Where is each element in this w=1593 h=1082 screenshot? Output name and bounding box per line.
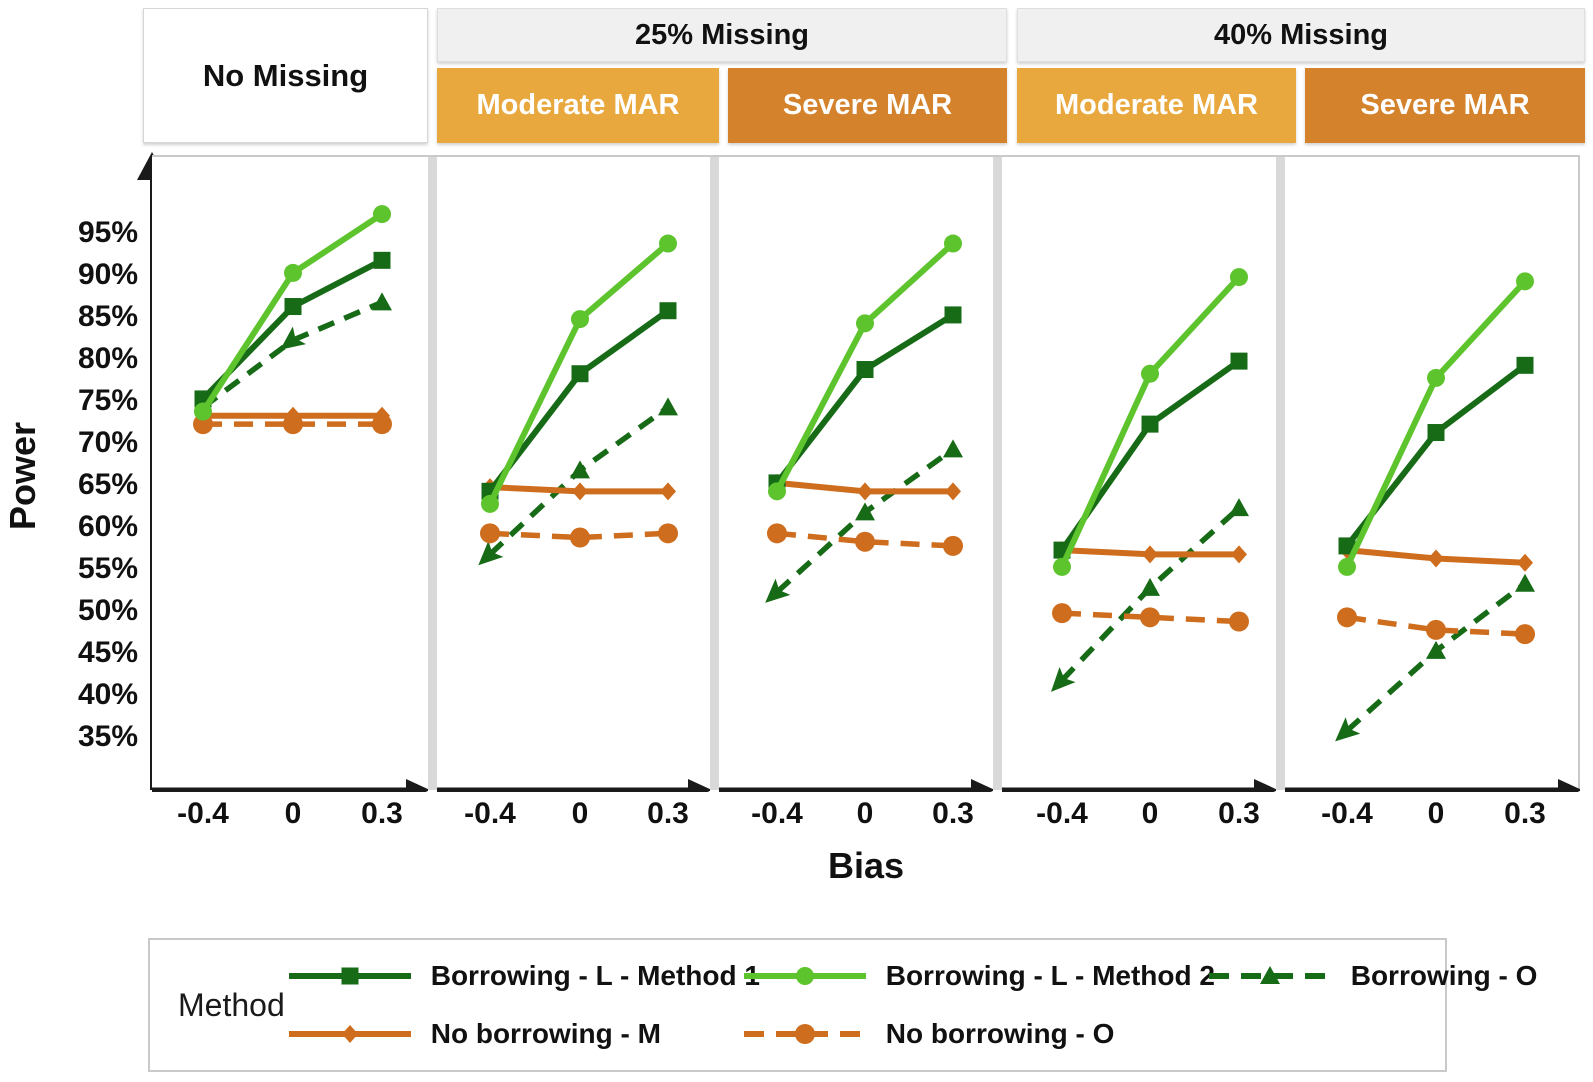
x-tick-labels: -0.4 0 0.3 [152,797,428,837]
facet-header-moderate-mar-25: Moderate MAR [437,68,719,143]
legend-item-nbm: No borrowing - M [285,1018,740,1050]
facet-header-label: 25% Missing [634,18,810,51]
x-tick-label: 0 [571,797,589,830]
y-tick-label: 45% [77,636,138,670]
panel-gutter [710,155,719,790]
legend-item-bo: Borrowing - O [1205,960,1538,992]
y-tick-label: 55% [77,552,138,586]
legend-item-m1: Borrowing - L - Method 1 [285,960,760,992]
series-line-m1 [1344,362,1527,548]
legend-swatch-circle-icon [743,967,866,985]
legend-swatch-diamond-icon [288,1025,411,1043]
y-tick-label: 90% [77,258,138,292]
facet-header-moderate-mar-40: Moderate MAR [1017,68,1296,143]
facet-header-label: No Missing [202,57,369,93]
facet-plot [1285,272,1580,792]
facet-header-severe-mar-25: Severe MAR [728,68,1007,143]
facet-panels: -0.4 0 0.3 -0.4 0 0.3 -0.4 0 0.3 -0.4 0 0.3 -0.4 0 0.3 [152,155,1580,830]
x-tick-label: 0 [1427,797,1445,830]
legend-label: No borrowing - O [885,1018,1115,1049]
legend-swatch-square-icon [288,967,411,985]
x-tick-labels: -0.4 0 0.3 [719,797,993,837]
x-tick-label: 0 [284,797,302,830]
y-tick-label: 75% [77,384,138,418]
facet-header-label: Severe MAR [782,89,953,121]
facet-header-label: 40% Missing [1213,18,1389,51]
x-tick-label: 0 [856,797,874,830]
x-tick-label: -0.4 [751,797,803,830]
y-tick-label: 80% [77,342,138,376]
y-tick-label: 50% [77,594,138,628]
facet-header-25-missing: 25% Missing [437,8,1007,62]
panel-gutter [1276,155,1285,790]
legend: Method Borrowing - L - Method 1 Borrowing… [148,938,1537,1072]
facet-plot [437,234,710,792]
facet-header-label: Moderate MAR [1054,89,1258,121]
x-tick-label: -0.4 [1036,797,1088,830]
y-tick-label: 85% [77,300,138,334]
facet-header-no-missing: No Missing [143,8,428,143]
facet-header-40-missing: 40% Missing [1017,8,1585,62]
facet-header-label: Moderate MAR [476,89,680,121]
panel-gutter [993,155,1002,790]
facet-panel-2: -0.4 0 0.3 [437,155,710,830]
x-tick-label: -0.4 [1321,797,1373,830]
legend-label: Borrowing - L - Method 2 [885,960,1215,991]
facet-panel-3: -0.4 0 0.3 [719,155,993,830]
legend-title: Method [178,986,285,1023]
y-tick-label: 70% [77,426,138,460]
y-tick-label: 65% [77,468,138,502]
legend-swatch-big-circle-icon [743,1024,866,1044]
x-tick-labels: -0.4 0 0.3 [1002,797,1276,837]
y-tick-label: 40% [77,678,138,712]
legend-items: Borrowing - L - Method 1 Borrowing - L - … [285,960,1538,1050]
facet-plot [1002,268,1276,792]
facet-plot [152,205,428,792]
facet-header-severe-mar-40: Severe MAR [1305,68,1585,143]
series-line-bo [201,299,384,410]
y-tick-label: 95% [77,216,138,250]
x-tick-labels: -0.4 0 0.3 [437,797,710,837]
legend-label: Borrowing - L - Method 1 [430,960,760,991]
legend-label: No borrowing - M [430,1018,661,1049]
series-line-m1 [1059,358,1241,552]
x-tick-label: 0.3 [647,797,689,830]
x-tick-label: 0 [1141,797,1159,830]
facet-panel-1: -0.4 0 0.3 [152,155,428,830]
x-axis-title: Bias [827,845,905,886]
x-tick-label: 0.3 [1504,797,1546,830]
facet-header-label: Severe MAR [1360,89,1530,121]
legend-swatch-triangle-icon [1208,966,1331,984]
x-tick-labels: -0.4 0 0.3 [1285,797,1578,837]
y-tick-label: 60% [77,510,138,544]
series-line-m1 [774,312,955,485]
x-tick-label: -0.4 [464,797,516,830]
legend-label: Borrowing - O [1350,960,1538,991]
facet-panel-5: -0.4 0 0.3 [1285,155,1580,830]
series-line-bo [775,447,955,595]
y-tick-label: 35% [77,720,138,754]
x-tick-label: 0.3 [932,797,974,830]
facet-plot [719,234,993,792]
legend-item-m2: Borrowing - L - Method 2 [740,960,1215,992]
legend-item-nbo: No borrowing - O [740,1018,1205,1050]
x-tick-label: 0.3 [1218,797,1260,830]
x-tick-label: 0.3 [361,797,403,830]
panel-gutter [428,155,437,790]
facet-panel-4: -0.4 0 0.3 [1002,155,1276,830]
x-tick-label: -0.4 [177,797,229,830]
